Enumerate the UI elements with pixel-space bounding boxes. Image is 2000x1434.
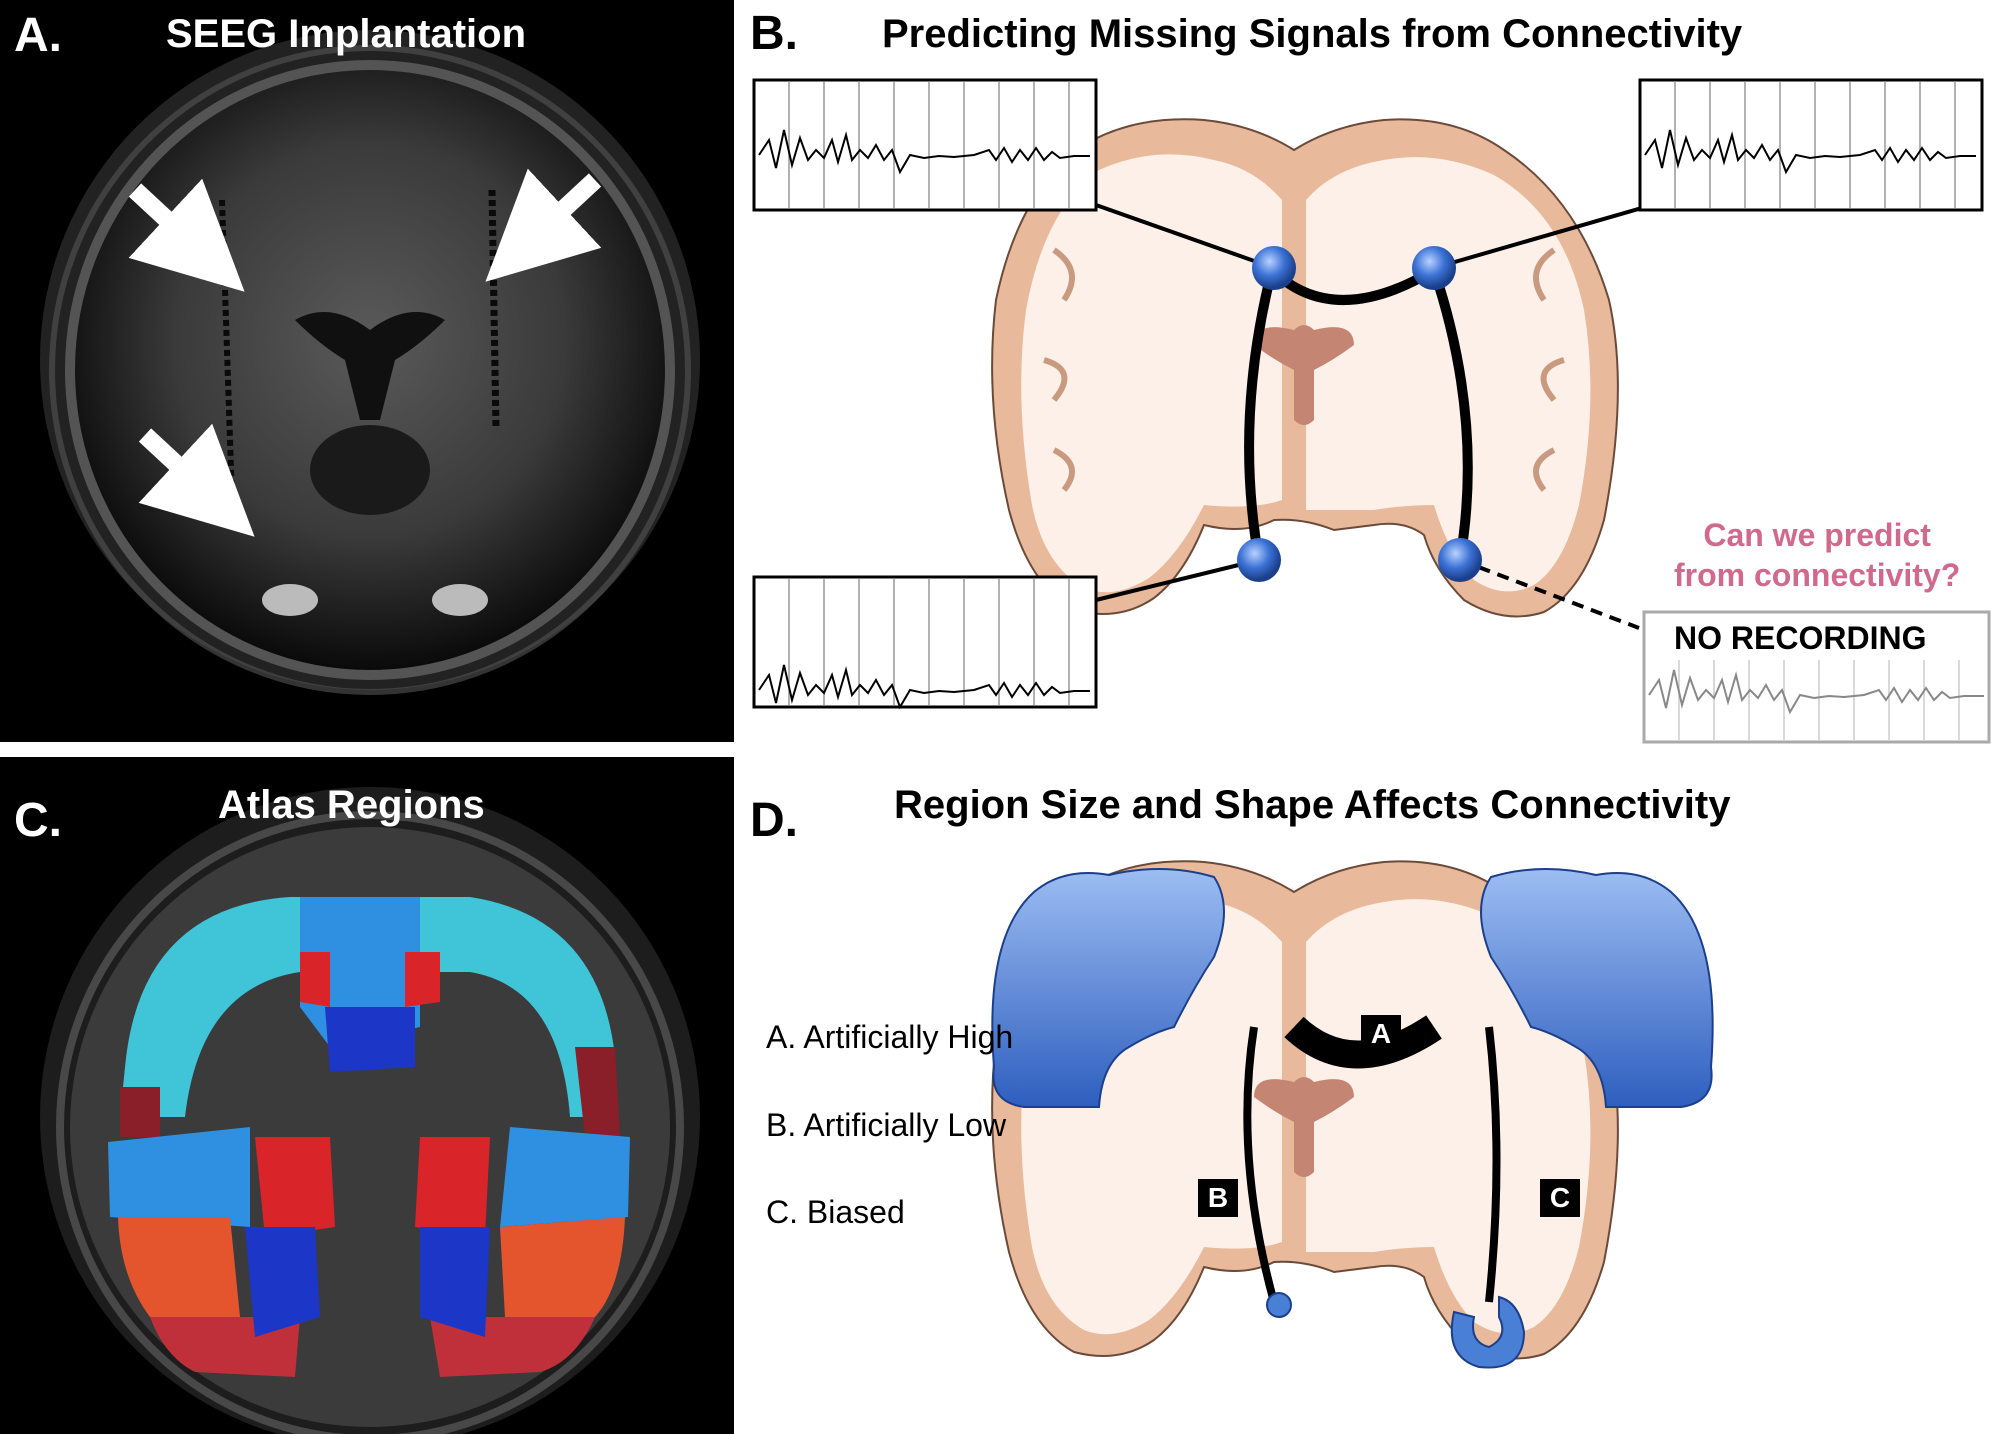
prediction-question: Can we predict from connectivity? (1674, 515, 1960, 595)
signal-box-top-right (1638, 78, 1984, 212)
panel-a-seeg-implantation: A. SEEG Implantation (0, 0, 734, 742)
tag-a: A (1361, 1015, 1401, 1053)
electrode-node-top-left (1252, 246, 1296, 290)
connection-c (1485, 1026, 1501, 1303)
tag-b: B (1198, 1179, 1238, 1217)
signal-box-missing (1642, 610, 1991, 744)
electrode-node-bottom-left (1237, 538, 1281, 582)
tag-c: C (1540, 1179, 1580, 1217)
panel-c-title: Atlas Regions (218, 783, 485, 827)
panel-b-predicting-missing-signals: B. Predicting Missing Signals from Conne… (734, 0, 2000, 757)
brain-region-diagram (991, 860, 1714, 1369)
region-b-small (1266, 1292, 1292, 1318)
legend-item-artificially-high: A. Artificially High (766, 1019, 1014, 1055)
electrode-node-bottom-right (1438, 538, 1482, 582)
panel-b-letter: B. (750, 7, 798, 60)
region-right-frontal (1480, 867, 1714, 1108)
legend-item-biased: C. Biased (766, 1194, 905, 1230)
signal-box-top-left (752, 78, 1098, 212)
panel-c-atlas-regions: C. Atlas Regions (0, 757, 734, 1434)
atlas-overlay-image (40, 787, 700, 1434)
no-recording-label: NO RECORDING (1674, 620, 1927, 656)
brain-coronal-section (991, 118, 1619, 618)
connection-b (1243, 1026, 1278, 1304)
prediction-question-line1: Can we predict (1703, 517, 1931, 553)
panel-c-letter: C. (14, 794, 62, 847)
signal-box-bottom-left (752, 575, 1098, 710)
panel-b-title: Predicting Missing Signals from Connecti… (882, 12, 1743, 56)
panel-d-region-size-shape: D. Region Size and Shape Affects Connect… (734, 757, 2000, 1434)
brain-connectivity-diagram (752, 78, 1991, 744)
panel-d-letter: D. (750, 794, 798, 847)
region-left-frontal (991, 867, 1225, 1108)
prediction-question-line2: from connectivity? (1674, 557, 1961, 593)
region-c-curved (1450, 1295, 1526, 1369)
legend-item-artificially-low: B. Artificially Low (766, 1107, 1007, 1143)
panel-a-letter: A. (14, 9, 62, 62)
panel-a-title: SEEG Implantation (166, 12, 527, 56)
arrow-icon-upper-right (485, 168, 602, 282)
panel-d-title: Region Size and Shape Affects Connectivi… (894, 783, 1731, 827)
connection-a (1284, 1015, 1442, 1069)
mri-coronal-image (40, 30, 700, 695)
arrow-icon-upper-left (128, 178, 245, 292)
electrode-node-top-right (1412, 246, 1456, 290)
arrow-icon-lower-left (138, 423, 255, 537)
